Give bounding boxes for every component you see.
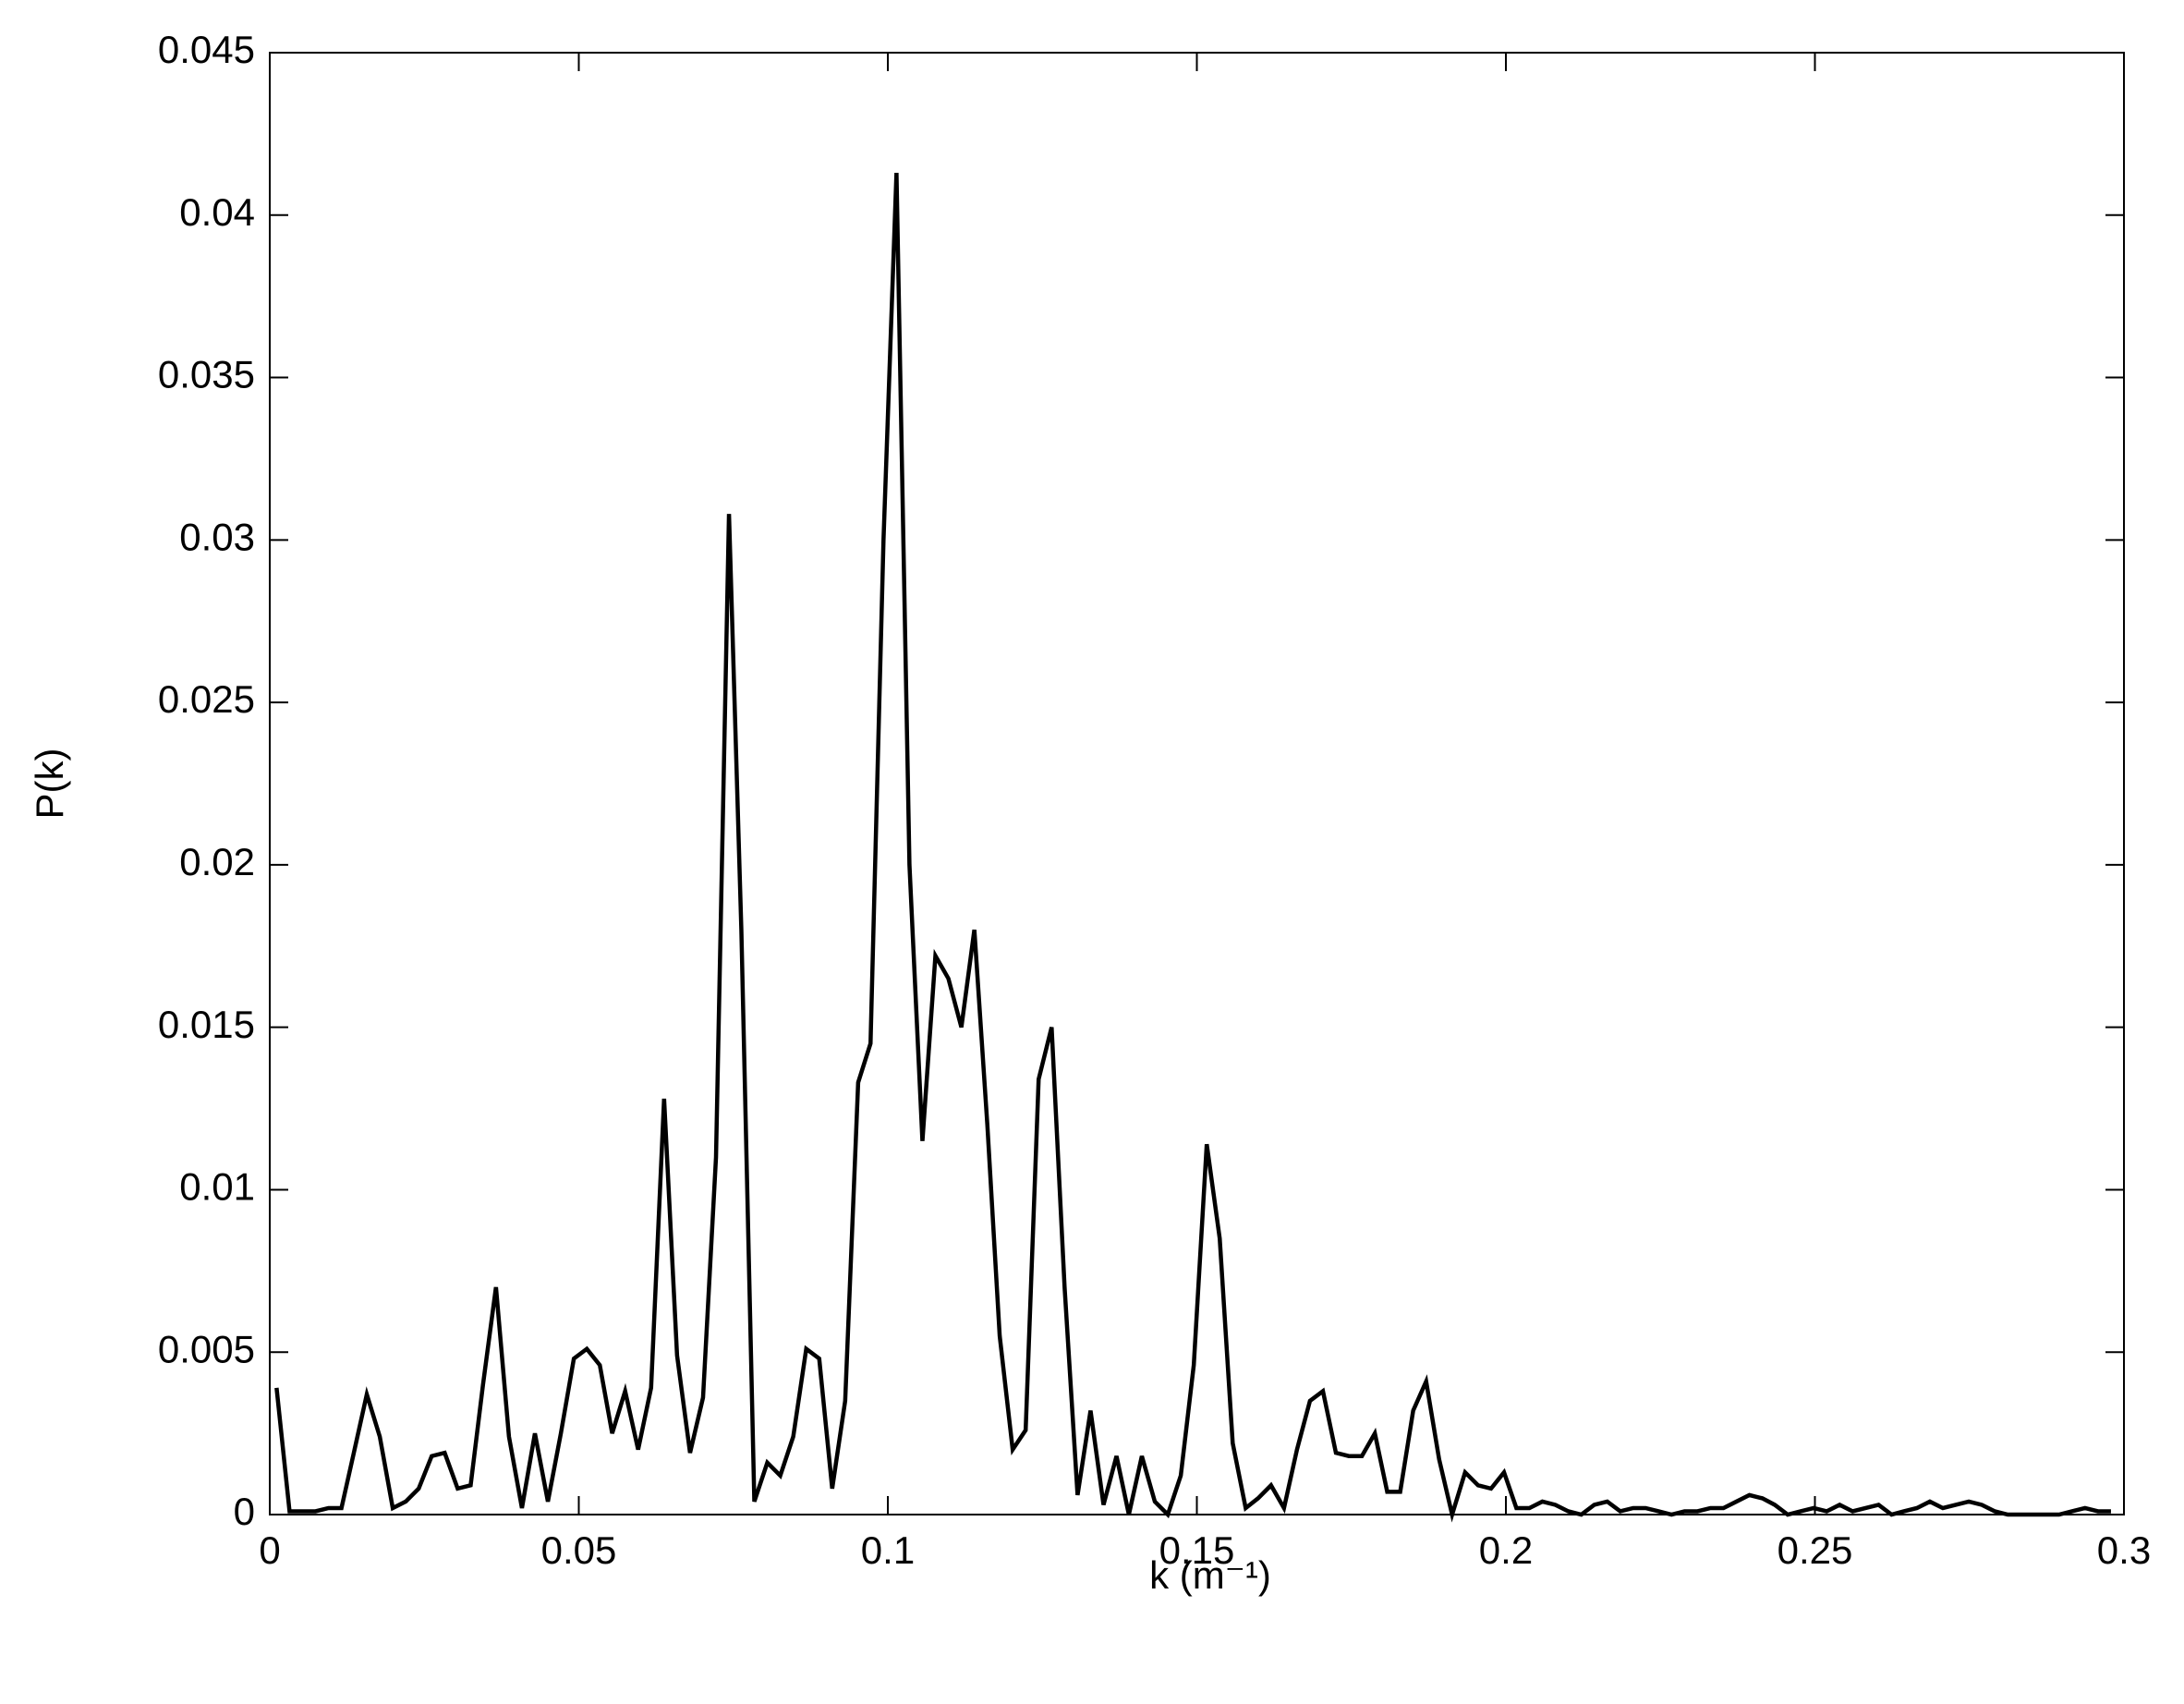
x-tick-label: 0.1 bbox=[861, 1528, 915, 1572]
x-axis-label: k (m⁻¹) bbox=[1149, 1553, 1271, 1597]
x-tick-label: 0.25 bbox=[1778, 1528, 1853, 1572]
y-tick-label: 0.045 bbox=[158, 28, 255, 71]
x-tick-label: 0.3 bbox=[2097, 1528, 2151, 1572]
y-tick-label: 0 bbox=[234, 1490, 255, 1533]
plot-frame bbox=[269, 52, 2125, 1515]
y-tick-label: 0.035 bbox=[158, 353, 255, 396]
y-tick-label: 0.01 bbox=[179, 1165, 255, 1209]
data-line bbox=[274, 173, 2111, 1523]
y-tick-label: 0.04 bbox=[179, 190, 255, 234]
x-tick-label: 0.05 bbox=[541, 1528, 617, 1572]
x-tick-label: 0 bbox=[259, 1528, 280, 1572]
y-tick-label: 0.015 bbox=[158, 1003, 255, 1046]
y-tick-label: 0.02 bbox=[179, 840, 255, 883]
x-tick-label: 0.15 bbox=[1159, 1528, 1235, 1572]
y-tick-label: 0.005 bbox=[158, 1327, 255, 1370]
y-axis-label: P(k) bbox=[28, 749, 71, 820]
y-tick-label: 0.025 bbox=[158, 677, 255, 721]
x-tick-label: 0.2 bbox=[1479, 1528, 1533, 1572]
y-tick-label: 0.03 bbox=[179, 515, 255, 558]
